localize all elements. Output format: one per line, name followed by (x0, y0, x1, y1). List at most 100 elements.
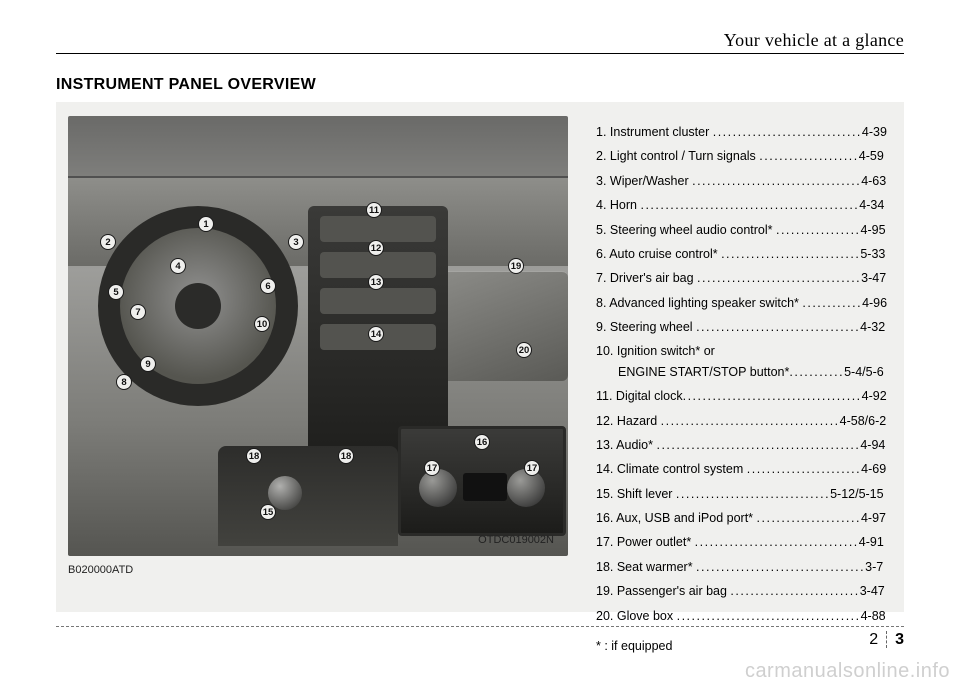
leader-dots: .................... (759, 149, 858, 163)
callout-3: 3 (288, 234, 304, 250)
callout-14: 14 (368, 326, 384, 342)
leader-dots: ..................................... (677, 609, 861, 623)
callout-5: 5 (108, 284, 124, 300)
callout-1: 1 (198, 216, 214, 232)
stack-row (320, 288, 436, 314)
list-item-label: ENGINE START/STOP button* (618, 365, 789, 379)
list-item-label: 20. Glove box (596, 609, 677, 623)
leader-dots: ....................... (747, 462, 861, 476)
header-rule (56, 53, 904, 54)
list-item: 13. Audio* .............................… (596, 433, 892, 457)
leader-dots: ............................... (676, 487, 830, 501)
list-item-page: 4-32 (860, 320, 885, 334)
list-item-page: 4-59 (859, 149, 884, 163)
leader-dots: .................................. (696, 560, 865, 574)
list-item-page: 4-91 (859, 535, 884, 549)
callout-8: 8 (116, 374, 132, 390)
callout-18: 18 (338, 448, 354, 464)
callout-4: 4 (170, 258, 186, 274)
leader-dots: ................. (776, 223, 861, 237)
list-item-page: 4-69 (861, 462, 886, 476)
list-item-page: 5-12/5-15 (830, 487, 884, 501)
leader-dots: ........... (789, 365, 844, 379)
list-item-label: 16. Aux, USB and iPod port* (596, 511, 757, 525)
callout-9: 9 (140, 356, 156, 372)
list-item: 17. Power outlet* ......................… (596, 530, 892, 554)
list-footnote: * : if equipped (596, 634, 892, 658)
list-item-label: 5. Steering wheel audio control* (596, 223, 776, 237)
list-item-page: 4-92 (862, 389, 887, 403)
callout-17: 17 (524, 460, 540, 476)
page-number-value: 3 (887, 631, 904, 648)
list-item-label: 15. Shift lever (596, 487, 676, 501)
list-item: 5. Steering wheel audio control* .......… (596, 218, 892, 242)
diagram-image-code: OTDC019002N (478, 534, 554, 546)
callout-19: 19 (508, 258, 524, 274)
list-item-label: 8. Advanced lighting speaker switch* (596, 296, 802, 310)
list-item-page: 4-94 (860, 438, 885, 452)
list-item-label: 3. Wiper/Washer (596, 174, 692, 188)
footer-dashed-line (56, 626, 904, 627)
list-item: 16. Aux, USB and iPod port* ............… (596, 506, 892, 530)
feature-list: 1. Instrument cluster ..................… (596, 120, 892, 658)
leader-dots: ................................. (695, 535, 859, 549)
list-item: 12. Hazard .............................… (596, 409, 892, 433)
list-item-page: 4-58/6-2 (840, 414, 887, 428)
list-item: 4. Horn ................................… (596, 193, 892, 217)
leader-dots: ........................................… (640, 198, 859, 212)
callout-17: 17 (424, 460, 440, 476)
list-item: 20. Glove box ..........................… (596, 604, 892, 628)
section-title: Your vehicle at a glance (56, 30, 904, 51)
leader-dots: .......................... (730, 584, 859, 598)
glovebox-shape (438, 271, 568, 381)
list-item-label: 7. Driver's air bag (596, 271, 697, 285)
callout-2: 2 (100, 234, 116, 250)
list-item-page: 3-47 (861, 271, 886, 285)
page-number: 23 (869, 631, 904, 649)
list-item-label: 10. Ignition switch* or (596, 344, 715, 358)
list-item-page: 3-7 (865, 560, 883, 574)
leader-dots: .................................... (683, 389, 862, 403)
list-item-label: 6. Auto cruise control* (596, 247, 721, 261)
list-item: 11. Digital clock.......................… (596, 384, 892, 408)
stack-row (320, 216, 436, 242)
list-item: 18. Seat warmer* .......................… (596, 555, 892, 579)
leader-dots: ............................ (721, 247, 860, 261)
list-item-label: 12. Hazard (596, 414, 661, 428)
leader-dots: .............................. (713, 125, 862, 139)
list-item: 14. Climate control system .............… (596, 457, 892, 481)
list-item-label: 18. Seat warmer* (596, 560, 696, 574)
list-item-label: 17. Power outlet* (596, 535, 695, 549)
chapter-number: 2 (869, 631, 887, 648)
leader-dots: .................................. (692, 174, 861, 188)
aux-usb-port-shape (463, 473, 507, 501)
list-item-label: 4. Horn (596, 198, 640, 212)
callout-15: 15 (260, 504, 276, 520)
callout-12: 12 (368, 240, 384, 256)
content-area: 12345678910111213141516171718181920 OTDC… (56, 102, 904, 612)
list-item-label: 9. Steering wheel (596, 320, 696, 334)
callout-10: 10 (254, 316, 270, 332)
list-item-label: 19. Passenger's air bag (596, 584, 730, 598)
callout-7: 7 (130, 304, 146, 320)
callout-11: 11 (366, 202, 382, 218)
leader-dots: .................................... (661, 414, 840, 428)
watermark-text: carmanualsonline.info (745, 660, 950, 683)
list-item-page: 4-34 (859, 198, 884, 212)
list-item: 19. Passenger's air bag ................… (596, 579, 892, 603)
page-container: Your vehicle at a glance INSTRUMENT PANE… (56, 30, 904, 612)
leader-dots: ........................................… (656, 438, 860, 452)
list-item-page: 3-47 (860, 584, 885, 598)
leader-dots: ................................. (696, 320, 860, 334)
list-item: 3. Wiper/Washer ........................… (596, 169, 892, 193)
list-item-page: 4-95 (861, 223, 886, 237)
callout-6: 6 (260, 278, 276, 294)
list-item-page: 4-63 (861, 174, 886, 188)
power-outlet-knob (419, 469, 457, 507)
list-item-label: 1. Instrument cluster (596, 125, 713, 139)
callout-20: 20 (516, 342, 532, 358)
leader-dots: ............ (802, 296, 862, 310)
leader-dots: ..................... (757, 511, 861, 525)
list-item: 15. Shift lever ........................… (596, 482, 892, 506)
list-item: 2. Light control / Turn signals ........… (596, 144, 892, 168)
